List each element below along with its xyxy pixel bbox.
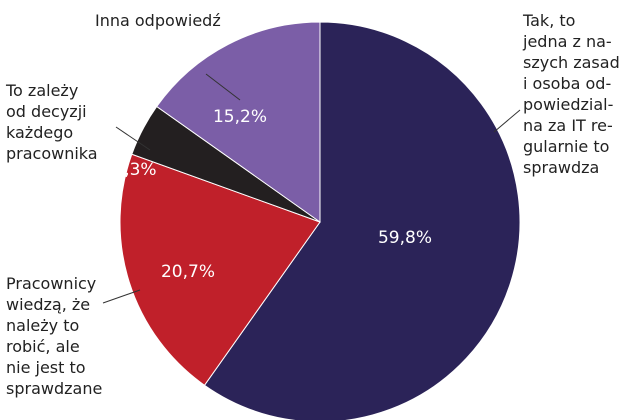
leader-line <box>115 126 151 151</box>
pie-slice <box>119 153 321 386</box>
category-label: Tak, to jedna z na- szych zasad i osoba … <box>523 11 620 177</box>
leader-line <box>205 73 241 101</box>
category-label: Inna odpowiedź <box>95 11 221 30</box>
pie-slice <box>203 21 521 420</box>
category-label: To zależy od decyzji każdego pracownika <box>6 81 98 163</box>
leader-line <box>102 289 141 304</box>
value-label: 20,7% <box>161 262 215 282</box>
value-label: 15,2% <box>213 107 267 127</box>
pie-slice <box>156 21 321 223</box>
value-label: 59,8% <box>378 228 432 248</box>
leader-line <box>493 109 521 133</box>
slices: 59,8% 20,7% 4,3% 15,2% <box>113 21 521 420</box>
category-label: Pracownicy wiedzą, że należy to robić, a… <box>6 274 103 398</box>
value-label: 4,3% <box>113 160 156 180</box>
